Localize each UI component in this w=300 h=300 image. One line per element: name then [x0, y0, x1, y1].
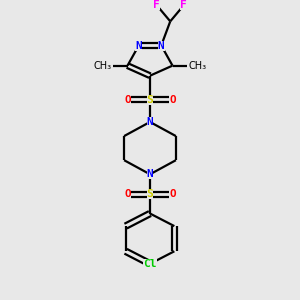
- Text: CH₃: CH₃: [188, 61, 206, 70]
- Text: N: N: [158, 40, 165, 50]
- Text: F: F: [180, 0, 187, 10]
- Text: Cl: Cl: [143, 259, 157, 269]
- Text: O: O: [169, 95, 176, 105]
- Text: S: S: [147, 189, 153, 200]
- Text: N: N: [147, 169, 153, 179]
- Text: CH₃: CH₃: [94, 61, 112, 70]
- Text: O: O: [124, 189, 131, 200]
- Text: F: F: [153, 0, 160, 10]
- Text: N: N: [147, 117, 153, 127]
- Text: N: N: [135, 40, 142, 50]
- Text: S: S: [147, 95, 153, 105]
- Text: O: O: [169, 189, 176, 200]
- Text: O: O: [124, 95, 131, 105]
